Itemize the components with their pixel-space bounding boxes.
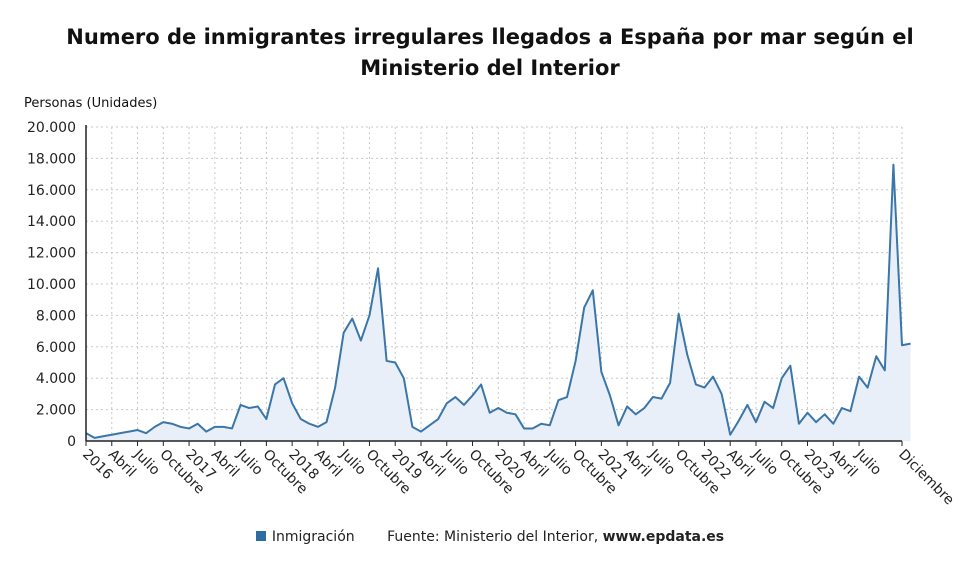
- y-axis-label: Personas (Unidades): [24, 96, 158, 111]
- x-tick-label: Julio: [748, 446, 781, 479]
- x-tick-label: Julio: [439, 446, 472, 479]
- y-tick-label: 18.000: [27, 151, 76, 167]
- axes: [85, 125, 903, 446]
- y-tick-label: 8.000: [36, 308, 76, 324]
- x-tick-label: Diciembre: [895, 447, 957, 509]
- x-tick-label: Julio: [542, 446, 575, 479]
- series-line: [85, 163, 911, 439]
- x-tick-label: Julio: [233, 446, 266, 479]
- source-text: Fuente: Ministerio del Interior,: [387, 529, 599, 545]
- y-tick-label: 4.000: [36, 371, 76, 387]
- x-tick-labels: 2016AbrilJulioOctubre2017AbrilJulioOctub…: [79, 446, 957, 509]
- y-tick-labels: 0 2.000 4.000 6.000 8.000 10.000 12.000 14.000 1…: [27, 120, 76, 450]
- chart-title: Numero de inmigrantes irregulares llegad…: [66, 25, 914, 80]
- y-tick-label: 20.000: [27, 120, 76, 136]
- y-tick-label: 2.000: [36, 403, 76, 419]
- legend-swatch: [255, 531, 266, 541]
- x-tick-label: Julio: [852, 446, 885, 479]
- y-tick-label: 10.000: [27, 277, 76, 293]
- y-tick-label: 6.000: [36, 340, 76, 356]
- y-tick-label: 0: [67, 434, 76, 450]
- chart-footer: Inmigración Fuente: Ministerio del Inter…: [0, 529, 980, 545]
- x-tick-label: Julio: [645, 446, 678, 479]
- x-tick-label: Julio: [130, 446, 163, 479]
- legend-label: Inmigración: [271, 529, 355, 545]
- source-link[interactable]: www.epdata.es: [602, 529, 725, 545]
- y-tick-label: 16.000: [27, 183, 76, 199]
- y-tick-label: 14.000: [27, 214, 76, 230]
- y-tick-label: 12.000: [27, 246, 76, 262]
- x-tick-label: Julio: [336, 446, 369, 479]
